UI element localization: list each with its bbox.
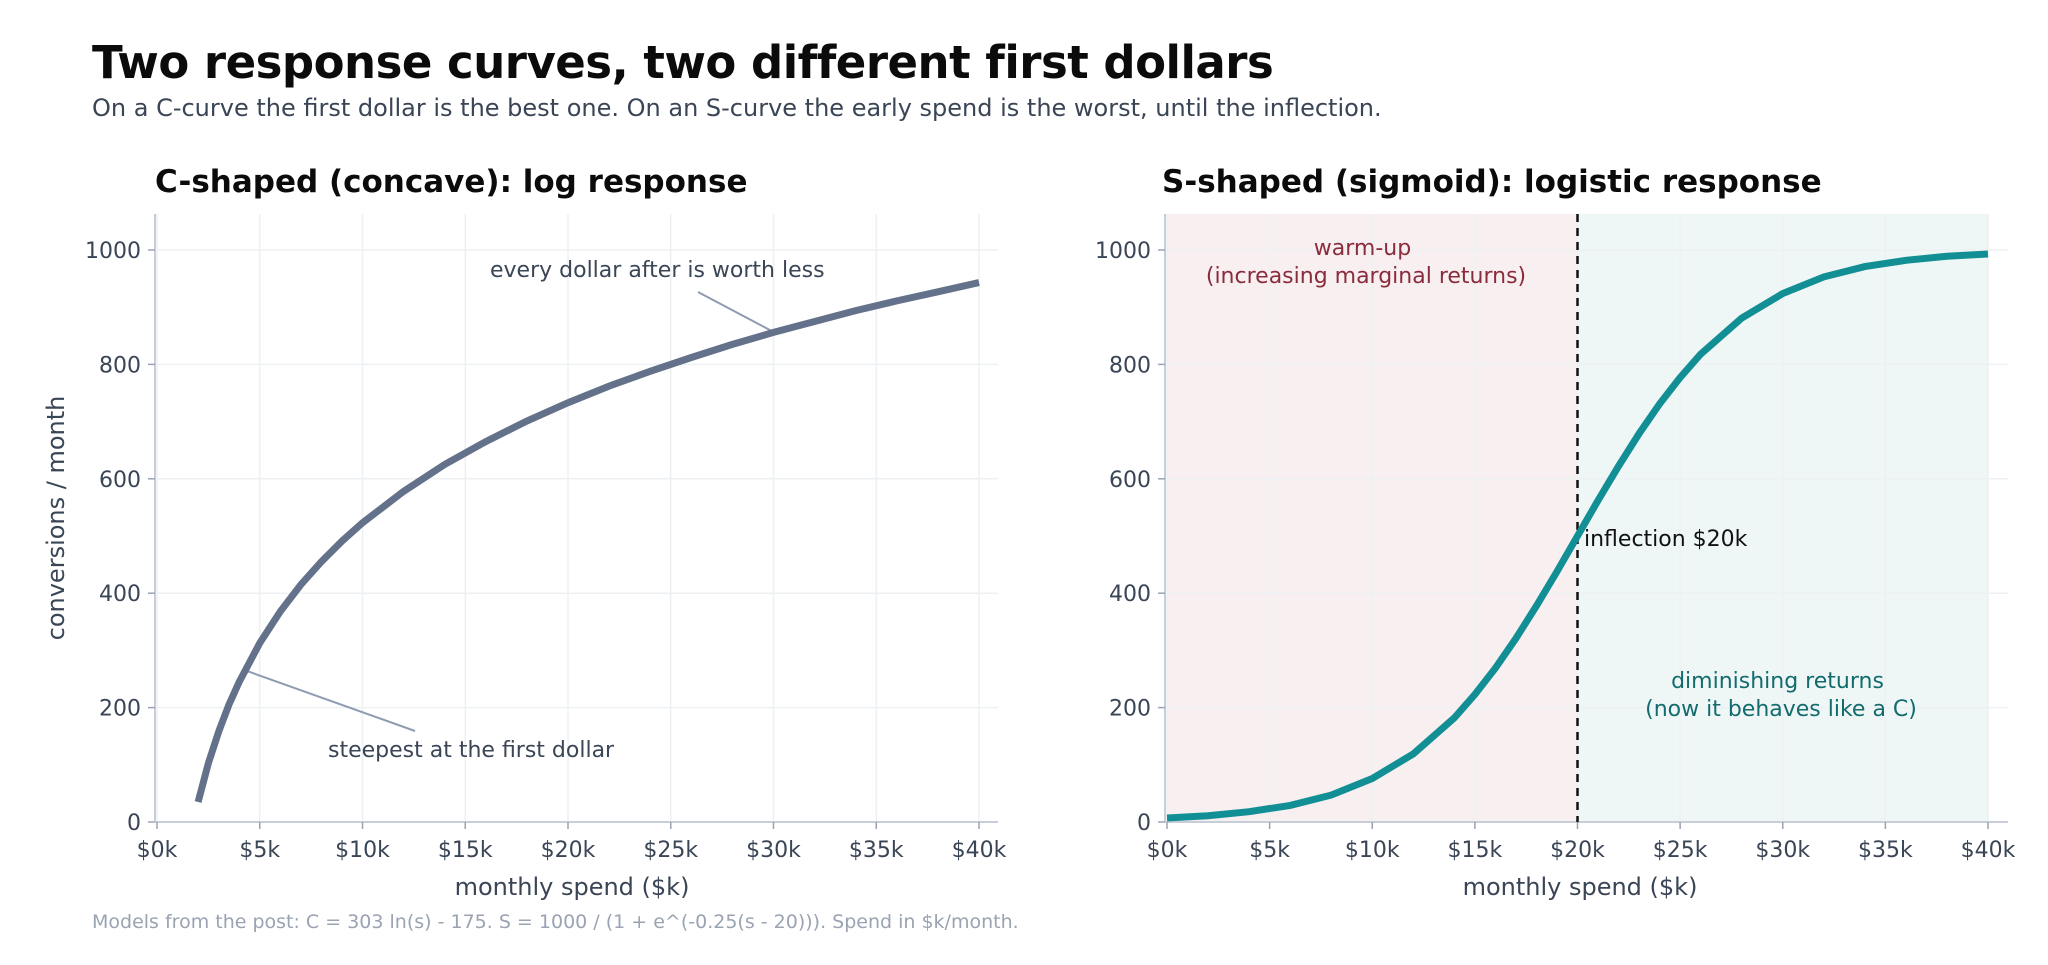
s-curve-series-line [1166, 250, 1989, 822]
s-curve-x-ticks: $0k $5k $10k $15k $20k $25k $30k $35k $40k [1147, 822, 2016, 863]
annotation-leader-top [697, 291, 771, 332]
model-footnote: Models from the post: C = 303 ln(s) - 17… [92, 911, 1019, 933]
c-curve-x-tick-label: $25k [643, 838, 698, 863]
s-curve-grid [1165, 214, 2008, 823]
inflection-annotation: inflection $20k [1584, 527, 1748, 552]
c-curve-x-axis-label: monthly spend ($k) [455, 873, 690, 901]
c-curve-y-axis-label: conversions / month [42, 396, 70, 641]
s-curve-x-tick-label: $30k [1755, 838, 1810, 863]
warm-up-annotation: warm-up (increasing marginal returns) [1206, 236, 1526, 289]
c-curve-x-tick-label: $0k [137, 838, 178, 863]
diminishing-returns-annotation-line-1: diminishing returns [1671, 669, 1884, 694]
diminishing-returns-annotation-line-2: (now it behaves like a C) [1645, 697, 1917, 722]
c-curve-y-tick-label: 400 [99, 582, 141, 607]
s-curve-x-axis-label: monthly spend ($k) [1463, 873, 1698, 901]
diminishing-returns-annotation: diminishing returns (now it behaves like… [1645, 669, 1917, 722]
s-curve-panel: S-shaped (sigmoid): logistic response $0… [1095, 164, 2016, 901]
c-curve-annotation-bottom: steepest at the first dollar [328, 738, 615, 763]
s-curve-x-tick-label: $20k [1550, 838, 1605, 863]
s-curve-x-tick-label: $35k [1858, 838, 1913, 863]
warm-up-annotation-line-2: (increasing marginal returns) [1206, 264, 1526, 289]
page-title: Two response curves, two different first… [92, 36, 1274, 89]
c-curve-panel: C-shaped (concave): log response $0k $5k $… [42, 164, 1007, 901]
c-curve-y-tick-label: 1000 [85, 239, 141, 264]
c-curve-series-line [194, 279, 980, 803]
c-curve-axes [154, 214, 998, 823]
s-curve-y-tick-label: 0 [1137, 811, 1151, 836]
c-curve-x-tick-label: $40k [952, 838, 1007, 863]
s-curve-y-ticks: 0 200 400 600 800 1000 [1095, 239, 1165, 836]
s-curve-x-tick-label: $15k [1448, 838, 1503, 863]
s-curve-y-tick-label: 800 [1109, 353, 1151, 378]
c-curve-grid [155, 214, 998, 823]
c-curve-x-tick-label: $10k [335, 838, 390, 863]
c-curve-x-tick-label: $15k [438, 838, 493, 863]
c-curve-title: C-shaped (concave): log response [155, 164, 747, 200]
c-curve-y-tick-label: 600 [99, 468, 141, 493]
s-curve-y-tick-label: 1000 [1095, 239, 1151, 264]
c-curve-annotation-leaders [245, 291, 771, 732]
c-curve-x-ticks: $0k $5k $10k $15k $20k $25k $30k $35k $40k [137, 822, 1007, 863]
s-curve-x-tick-label: $10k [1345, 838, 1400, 863]
c-curve-y-ticks: 0 200 400 600 800 1000 [85, 239, 155, 836]
c-curve-annotation-top: every dollar after is worth less [490, 258, 825, 283]
s-curve-title: S-shaped (sigmoid): logistic response [1162, 164, 1822, 200]
page-subtitle: On a C-curve the first dollar is the bes… [92, 94, 1382, 122]
annotation-leader-bottom [245, 669, 416, 732]
c-curve-x-tick-label: $35k [849, 838, 904, 863]
s-curve-x-tick-label: $0k [1147, 838, 1188, 863]
s-curve-x-tick-label: $40k [1961, 838, 2016, 863]
warm-up-annotation-line-1: warm-up [1314, 236, 1411, 261]
c-curve-y-tick-label: 800 [99, 353, 141, 378]
c-curve-y-tick-label: 200 [99, 697, 141, 722]
s-curve-y-tick-label: 600 [1109, 468, 1151, 493]
c-curve-x-tick-label: $20k [541, 838, 596, 863]
s-curve-x-tick-label: $5k [1249, 838, 1290, 863]
s-curve-axes [1164, 214, 2008, 823]
c-curve-y-tick-label: 0 [127, 811, 141, 836]
s-curve-y-tick-label: 400 [1109, 582, 1151, 607]
s-curve-y-tick-label: 200 [1109, 697, 1151, 722]
c-curve-x-tick-label: $30k [746, 838, 801, 863]
s-curve-x-tick-label: $25k [1653, 838, 1708, 863]
c-curve-x-tick-label: $5k [239, 838, 280, 863]
